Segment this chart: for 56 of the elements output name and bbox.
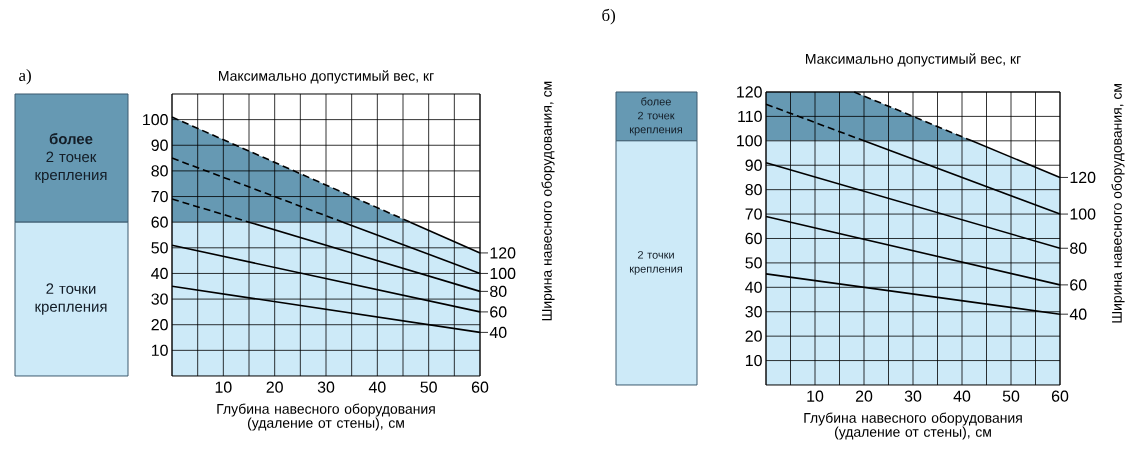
y-tick-label: 50 <box>745 257 762 269</box>
x-tick-label: 30 <box>317 381 335 393</box>
x-tick-label: 30 <box>904 390 922 402</box>
y-tick-label: 60 <box>151 216 168 228</box>
y-tick-label: 40 <box>745 281 762 293</box>
y-tick-label: 10 <box>151 344 168 356</box>
x-tick-label: 40 <box>953 390 971 402</box>
x-tick-label: 10 <box>215 381 232 393</box>
y-tick-label: 110 <box>738 110 762 123</box>
y-tick-label: 50 <box>151 242 168 254</box>
text: б) <box>602 8 616 25</box>
x-tick-label: 60 <box>1051 390 1069 402</box>
x-tick-label: 50 <box>1002 390 1020 402</box>
y-tick-label: 80 <box>745 184 762 196</box>
y-tick-label: 70 <box>151 190 168 203</box>
y-tick-label: 30 <box>151 293 168 305</box>
x-tick-label: 20 <box>266 381 283 393</box>
y-tick-label: 90 <box>745 159 762 171</box>
legend-label: 120 <box>490 247 516 259</box>
y-tick-label: 120 <box>737 86 762 98</box>
legend-label: 80 <box>1070 242 1087 254</box>
legend-label: 100 <box>1070 208 1096 220</box>
text: 2 точки крепления <box>35 283 107 315</box>
y-tick-label: 20 <box>151 319 168 331</box>
y-axis-title: Максимально допустимый вес, кг <box>806 53 1021 67</box>
y-axis-title: Максимально допустимый вес, кг <box>219 70 434 84</box>
x-tick-label: 20 <box>855 390 873 402</box>
y-tick-label: 40 <box>151 267 168 280</box>
legend-label: 120 <box>1070 171 1096 184</box>
x-tick-label: 40 <box>368 381 386 393</box>
y2-axis-title: Ширина навесного оборудования, см <box>1111 83 1125 323</box>
text: а) <box>19 69 31 85</box>
y-tick-label: 100 <box>143 113 168 126</box>
legend-label: 100 <box>490 267 516 280</box>
y-tick-label: 30 <box>745 306 762 318</box>
y-tick-label: 70 <box>745 208 762 220</box>
x-axis-title: Глубина навесного оборудования (удаление от стены), см <box>217 403 435 431</box>
y-tick-label: 80 <box>151 165 168 177</box>
text: более 2 точек крепления <box>629 97 683 136</box>
y-tick-label: 100 <box>737 135 762 147</box>
y-tick-label: 60 <box>745 232 762 245</box>
legend-label: 40 <box>489 326 507 339</box>
x-tick-label: 60 <box>471 381 489 393</box>
y-tick-label: 20 <box>745 330 762 342</box>
y-tick-label: 90 <box>151 139 168 151</box>
legend-label: 40 <box>1069 308 1087 320</box>
text: более 2 точек крепления <box>35 133 107 184</box>
legend-label: 60 <box>1070 279 1087 291</box>
x-tick-label: 10 <box>807 390 824 402</box>
y-tick-label: 10 <box>745 354 762 367</box>
text: 2 точки крепления <box>629 250 683 275</box>
legend-label: 60 <box>490 306 507 318</box>
legend-label: 80 <box>490 285 507 298</box>
y2-axis-title: Ширина навесного оборудования, см <box>541 81 555 321</box>
x-axis-title: Глубина навесного оборудования (удаление от стены), см <box>804 412 1022 440</box>
x-tick-label: 50 <box>420 381 437 393</box>
